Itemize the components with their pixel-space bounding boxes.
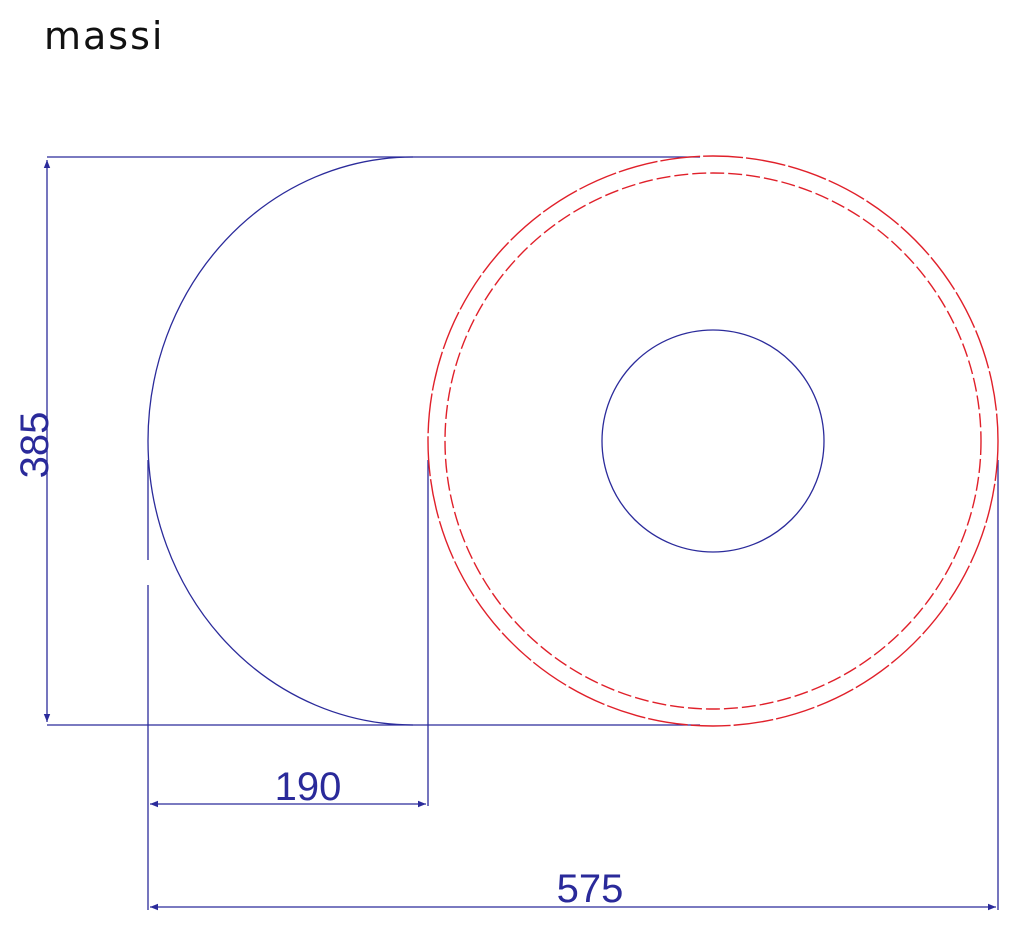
brand-logo: massi (44, 14, 165, 58)
drain-circle (601, 329, 825, 553)
left-drainer-arc (147, 156, 414, 726)
bowl-outer-circle (427, 155, 999, 727)
total-width-dimension-label: 575 (557, 867, 624, 911)
height-dimension-label: 385 (13, 412, 57, 479)
bowl-inner-circle (444, 172, 982, 710)
inner-width-dimension-label: 190 (275, 765, 342, 809)
